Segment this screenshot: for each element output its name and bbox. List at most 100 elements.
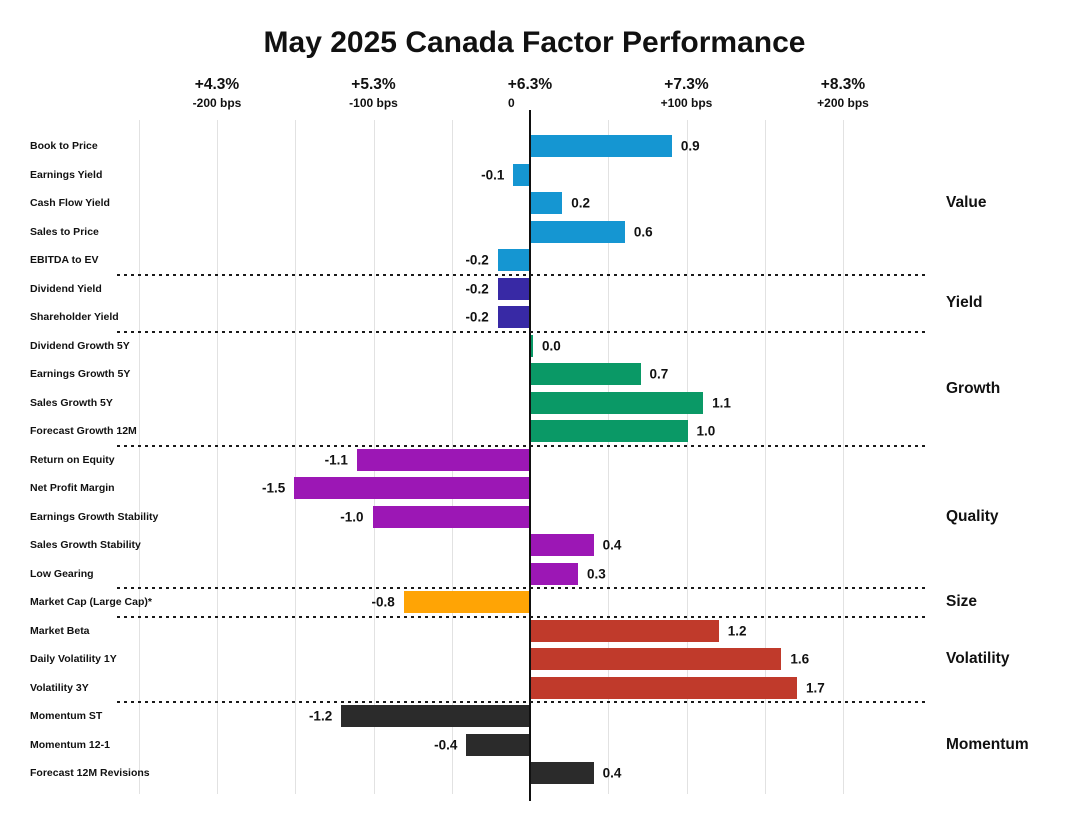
factor-label: Net Profit Margin [30,482,115,495]
factor-bar [531,676,798,699]
factor-bar [531,363,641,386]
factor-bar [356,448,529,471]
factor-bar [531,220,625,243]
factor-label: Dividend Yield [30,282,102,295]
gridline [843,120,844,794]
gridline [295,120,297,794]
factor-value-label: -0.2 [465,252,489,268]
tick-percent-label: +4.3% [194,76,240,93]
factor-label: Forecast Growth 12M [30,425,137,438]
factor-bar [531,762,594,785]
group-label-momentum: Momentum [946,735,1029,753]
factor-value-label: -0.8 [371,594,395,610]
gridline [764,120,766,794]
tick-bps-label: +200 bps [817,96,869,110]
factor-label: Momentum ST [30,710,103,723]
tick-percent-label: +5.3% [351,76,396,93]
factor-value-label: -1.1 [324,452,348,468]
factor-label: Sales to Price [30,225,99,238]
gridline [138,120,140,794]
tick-percent-label: +7.3% [664,76,709,93]
factor-bar [294,477,529,500]
factor-value-label: 0.4 [602,765,622,781]
factor-value-label: 0.7 [649,366,669,382]
factor-bar [497,249,529,272]
factor-bar [531,420,688,443]
factor-value-label: -1.0 [340,509,364,525]
group-label-yield: Yield [946,294,983,311]
factor-label: Earnings Yield [30,168,103,181]
factor-value-label: 1.7 [806,680,825,696]
factor-value-label: 0.6 [633,224,653,240]
gridline [686,120,688,794]
factor-bar [531,562,578,585]
factor-label: Momentum 12-1 [30,738,110,751]
factor-label: Market Beta [30,624,90,637]
group-label-quality: Quality [946,507,999,525]
factor-value-label: -1.5 [261,480,286,496]
x-axis-tick: +5.3% -100 bps [314,76,434,111]
chart-title: May 2025 Canada Factor Performance [263,26,806,59]
factor-value-label: 1.6 [790,651,810,667]
group-label-size: Size [946,593,978,611]
factor-label: Return on Equity [30,453,115,466]
factor-label: Sales Growth 5Y [30,396,113,409]
factor-bar [531,648,782,671]
factor-bar [531,534,594,557]
tick-percent-label: +6.3% [507,76,553,93]
factor-value-label: -0.2 [465,281,489,297]
group-label-volatility: Volatility [946,650,1010,668]
x-axis-tick: +6.3% 0 [470,76,590,111]
factor-label: Sales Growth Stability [30,539,141,552]
factor-bar [531,391,704,414]
x-axis-tick: +8.3% +200 bps [783,76,903,111]
factor-label: Earnings Growth 5Y [30,368,131,381]
factor-bar [372,505,529,528]
factor-bar [531,334,533,357]
factor-value-label: 1.1 [712,395,731,411]
x-axis-tick: +7.3% +100 bps [627,76,747,111]
factor-bar [341,705,529,728]
group-separator [117,615,928,618]
factor-label: EBITDA to EV [30,254,99,267]
factor-value-label: 0.9 [680,138,700,154]
factor-label: Earnings Growth Stability [30,510,159,523]
group-separator [117,273,928,276]
gridline [217,120,218,794]
factor-label: Shareholder Yield [30,311,119,324]
zero-axis-line [528,110,532,801]
factor-value-label: 1.2 [727,623,747,639]
group-separator [117,587,928,589]
group-label-growth: Growth [946,379,1001,397]
group-label-value: Value [946,194,987,212]
factor-label: Book to Price [30,140,98,153]
factor-value-label: -0.4 [434,737,458,753]
factor-bar [531,192,563,215]
group-separator [117,330,928,333]
tick-bps-label: +100 bps [660,96,713,110]
factor-bar [403,591,529,614]
factor-label: Forecast 12M Revisions [30,767,150,780]
factor-value-label: -1.2 [308,708,333,724]
factor-label: Dividend Growth 5Y [30,339,130,352]
factor-bar [513,163,529,186]
group-separator [117,701,928,703]
tick-bps-label: -100 bps [349,96,398,110]
factor-value-label: -0.1 [481,167,505,183]
factor-value-label: 0.4 [602,537,622,553]
factor-label: Volatility 3Y [30,681,89,694]
factor-bar [497,277,529,300]
factor-value-label: 0.2 [571,195,591,211]
tick-percent-label: +8.3% [820,76,866,93]
factor-label: Cash Flow Yield [30,197,110,210]
factor-label: Daily Volatility 1Y [30,653,117,666]
factor-value-label: -0.2 [465,309,489,325]
tick-bps-label: 0 [508,96,515,110]
gridline [608,120,610,794]
x-axis-tick: +4.3% -200 bps [157,76,277,111]
factor-bar [497,306,529,329]
factor-label: Market Cap (Large Cap)* [30,596,152,609]
tick-bps-label: -200 bps [192,96,242,110]
factor-label: Low Gearing [30,567,94,580]
